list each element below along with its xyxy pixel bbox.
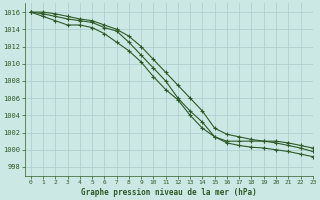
X-axis label: Graphe pression niveau de la mer (hPa): Graphe pression niveau de la mer (hPa): [81, 188, 257, 197]
